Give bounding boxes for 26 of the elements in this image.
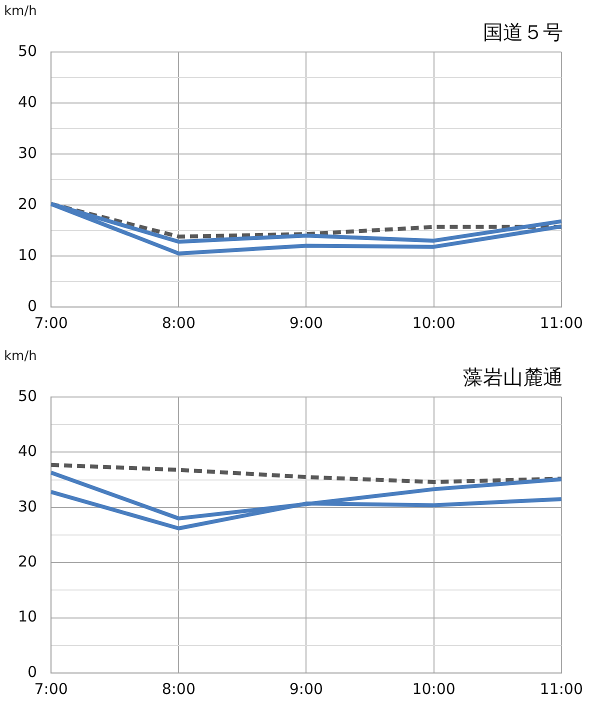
chart-title: 国道５号 bbox=[483, 20, 563, 44]
x-tick-label: 11:00 bbox=[540, 314, 584, 332]
x-tick-label: 8:00 bbox=[162, 680, 196, 698]
x-tick-label: 7:00 bbox=[34, 680, 68, 698]
y-tick-label: 30 bbox=[18, 144, 38, 162]
y-tick-label: 20 bbox=[18, 552, 38, 570]
y-axis-title: km/h bbox=[4, 4, 37, 19]
x-tick-label: 10:00 bbox=[412, 314, 456, 332]
y-axis-title: km/h bbox=[4, 349, 37, 364]
y-tick-label: 0 bbox=[28, 662, 38, 681]
chart-title: 藻岩山麓通 bbox=[463, 365, 563, 390]
x-tick-label: 10:00 bbox=[412, 680, 456, 698]
y-tick-label: 10 bbox=[18, 608, 38, 626]
y-tick-label: 40 bbox=[18, 92, 38, 111]
y-tick-label: 50 bbox=[18, 42, 38, 60]
y-tick-label: 50 bbox=[18, 386, 38, 405]
y-tick-label: 40 bbox=[18, 442, 38, 460]
y-tick-label: 20 bbox=[18, 194, 38, 213]
y-tick-label: 0 bbox=[28, 296, 38, 315]
y-tick-label: 30 bbox=[18, 497, 38, 516]
x-tick-label: 9:00 bbox=[289, 680, 324, 698]
y-tick-label: 10 bbox=[18, 246, 38, 264]
x-tick-label: 8:00 bbox=[162, 314, 196, 332]
x-tick-label: 7:00 bbox=[34, 314, 68, 332]
x-tick-label: 11:00 bbox=[540, 680, 584, 698]
x-tick-label: 9:00 bbox=[289, 314, 324, 332]
